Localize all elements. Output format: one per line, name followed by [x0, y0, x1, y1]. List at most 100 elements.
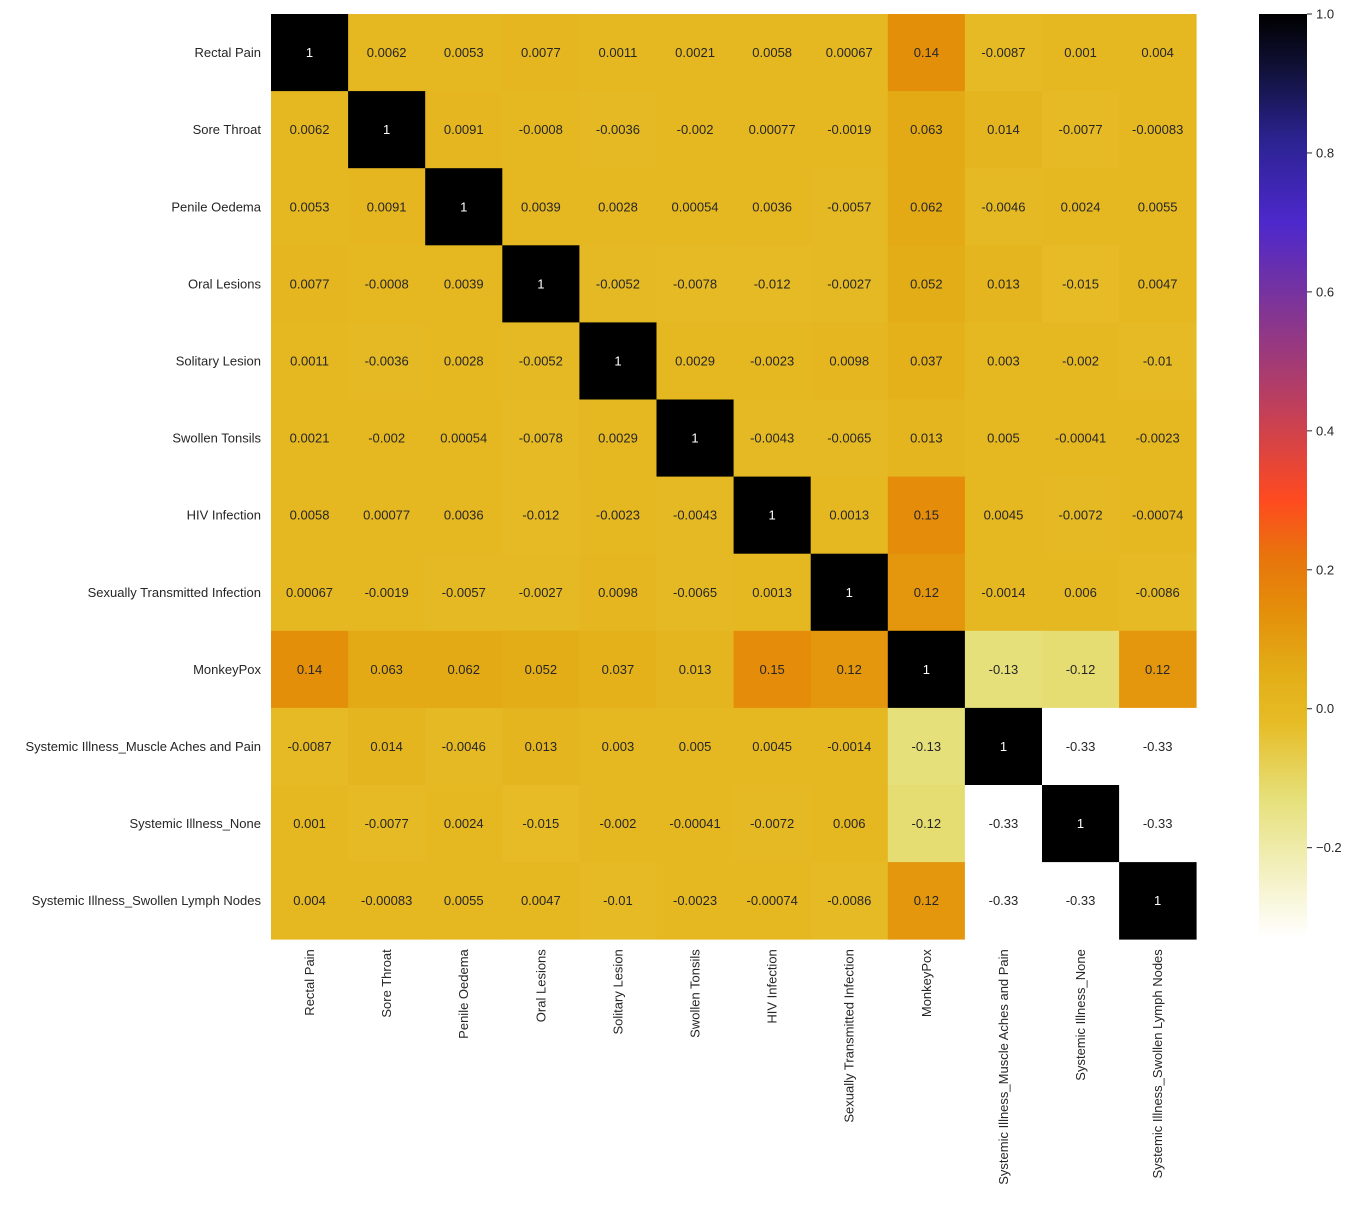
cell-annotation: 0.14 [297, 662, 322, 677]
heatmap-cell [1042, 399, 1120, 477]
cell-annotation: -0.33 [1143, 739, 1173, 754]
colorbar-gradient [1259, 14, 1307, 938]
cell-annotation: -0.01 [603, 893, 633, 908]
heatmap-cell [887, 476, 966, 555]
x-tick-label: Oral Lesions [533, 949, 548, 1022]
heatmap-cell [348, 168, 426, 246]
heatmap-cell [579, 785, 657, 863]
cell-annotation: -0.00083 [1132, 122, 1183, 137]
heatmap-cell [502, 553, 580, 632]
cell-annotation: -0.012 [522, 508, 559, 523]
cell-annotation: -0.0043 [750, 431, 794, 446]
y-tick-label: Swollen Tonsils [172, 431, 261, 446]
heatmap-cell [348, 399, 426, 477]
heatmap-cell [887, 91, 966, 169]
heatmap-cell [425, 785, 503, 863]
cell-annotation: 0.0058 [752, 45, 792, 60]
cell-annotation: 0.013 [987, 276, 1020, 291]
heatmap-cell [1042, 245, 1120, 323]
heatmap-cell [1119, 168, 1197, 246]
heatmap-cell [887, 630, 966, 709]
heatmap-cell [810, 322, 889, 400]
heatmap-cell [271, 168, 349, 246]
heatmap-cell [1119, 630, 1197, 709]
cell-annotation: 0.0011 [290, 353, 329, 368]
heatmap-cell [733, 399, 812, 477]
heatmap-cell [964, 707, 1043, 786]
colorbar: −0.2 0.0 0.2 0.4 0.6 0.8 1.0 [1259, 7, 1342, 938]
heatmap-cell [656, 168, 734, 246]
cell-annotation: 0.12 [837, 662, 862, 677]
cell-annotation: 0.0077 [521, 45, 561, 60]
heatmap-cell [271, 245, 349, 323]
cell-annotation: -0.0065 [673, 585, 717, 600]
heatmap-cell [579, 399, 657, 477]
cell-annotation: 0.12 [914, 893, 939, 908]
heatmap-cell [887, 553, 966, 632]
heatmap-cell [502, 245, 580, 323]
cell-annotation: -0.00074 [746, 893, 797, 908]
cell-annotation: 0.063 [370, 662, 403, 677]
heatmap-cell [502, 476, 580, 555]
cell-annotation: -0.002 [600, 816, 637, 831]
heatmap-cell [964, 245, 1043, 323]
cell-annotation: -0.0072 [750, 816, 794, 831]
heatmap-cell [810, 245, 889, 323]
cell-annotation: 0.014 [370, 739, 403, 754]
y-tick-label: Oral Lesions [188, 276, 261, 291]
cell-annotation: -0.01 [1143, 353, 1173, 368]
cell-annotation: -0.0008 [519, 122, 563, 137]
cell-annotation: 0.0039 [521, 199, 561, 214]
heatmap-cell [1119, 476, 1197, 555]
heatmap-cell [348, 630, 426, 709]
cell-annotation: -0.002 [368, 431, 405, 446]
cell-annotations: 1 0.0062 0.0053 0.0077 0.0011 0.0021 0.0058 0.0… [286, 45, 1183, 908]
x-tick-label: Systemic Illness_Swollen Lymph Nodes [1150, 949, 1165, 1179]
cell-annotation: 0.0024 [1061, 199, 1101, 214]
cell-annotation: -0.0027 [827, 276, 871, 291]
heatmap-cell [733, 14, 812, 92]
cell-annotation: -0.0057 [442, 585, 486, 600]
cell-annotation: -0.00074 [1132, 508, 1183, 523]
cell-annotation: -0.0014 [827, 739, 871, 754]
cell-annotation: -0.002 [677, 122, 714, 137]
y-tick-label: Systemic Illness_Swollen Lymph Nodes [32, 893, 262, 908]
heatmap-cell [887, 399, 966, 477]
y-tick-label: Rectal Pain [195, 45, 261, 60]
heatmap-cells [271, 14, 1197, 940]
cell-annotation: 0.0053 [290, 199, 330, 214]
heatmap-cell [656, 14, 734, 92]
cell-annotation: 0.004 [293, 893, 326, 908]
heatmap-cell [887, 862, 966, 940]
cell-annotation: 0.001 [293, 816, 326, 831]
cell-annotation: 0.0045 [984, 508, 1024, 523]
cell-annotation: -0.33 [1143, 816, 1173, 831]
heatmap-cell [887, 322, 966, 400]
heatmap-cell [1119, 245, 1197, 323]
cell-annotation: -0.33 [989, 893, 1019, 908]
cell-annotation: -0.0087 [288, 739, 332, 754]
cell-annotation: -0.0078 [519, 431, 563, 446]
heatmap-cell [425, 862, 503, 940]
heatmap-cell [810, 91, 889, 169]
cell-annotation: 0.0091 [367, 199, 407, 214]
cell-annotation: 0.0077 [290, 276, 330, 291]
heatmap-cell [733, 245, 812, 323]
cell-annotation: 1 [846, 585, 853, 600]
cell-annotation: 0.0053 [444, 45, 484, 60]
colorbar-tick-label: 0.8 [1316, 145, 1334, 160]
cell-annotation: 0.00077 [363, 508, 410, 523]
cell-annotation: -0.0023 [673, 893, 717, 908]
x-tick-label: Systemic Illness_Muscle Aches and Pain [996, 949, 1011, 1185]
heatmap-cell [656, 862, 734, 940]
heatmap-cell [502, 322, 580, 400]
heatmap-cell [1042, 91, 1120, 169]
heatmap-cell [733, 630, 812, 709]
heatmap-cell [656, 630, 734, 709]
x-tick-label: Sexually Transmitted Infection [842, 949, 857, 1122]
cell-annotation: 0.013 [910, 431, 943, 446]
y-tick-label: Systemic Illness_Muscle Aches and Pain [25, 739, 261, 754]
cell-annotation: -0.0014 [981, 585, 1025, 600]
x-tick-label: Solitary Lesion [610, 949, 625, 1034]
heatmap-cell [425, 399, 503, 477]
